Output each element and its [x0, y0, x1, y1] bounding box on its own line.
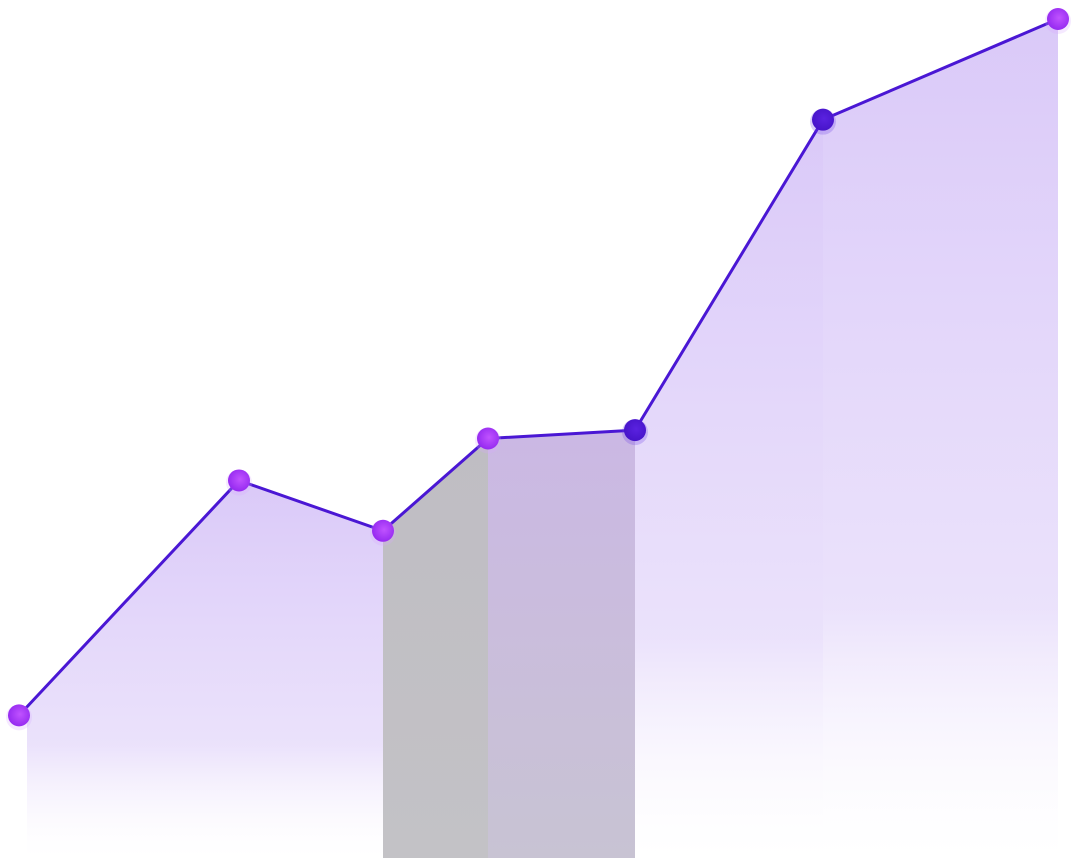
area-segment-6 [823, 19, 1058, 858]
data-point-1 [8, 704, 30, 727]
data-point-3 [372, 519, 394, 542]
area-segment-3 [383, 438, 488, 858]
area-segment-4 [488, 430, 635, 858]
data-points [6, 8, 1071, 731]
data-point-2 [228, 469, 250, 492]
data-point-7 [1047, 8, 1069, 30]
data-point-4 [477, 427, 499, 450]
area-fills [27, 19, 1058, 858]
data-point-5 [624, 419, 646, 442]
area-segment-5 [635, 119, 823, 858]
area-segment-1 [27, 480, 239, 858]
area-segment-2 [239, 480, 383, 858]
data-point-6 [812, 108, 834, 131]
